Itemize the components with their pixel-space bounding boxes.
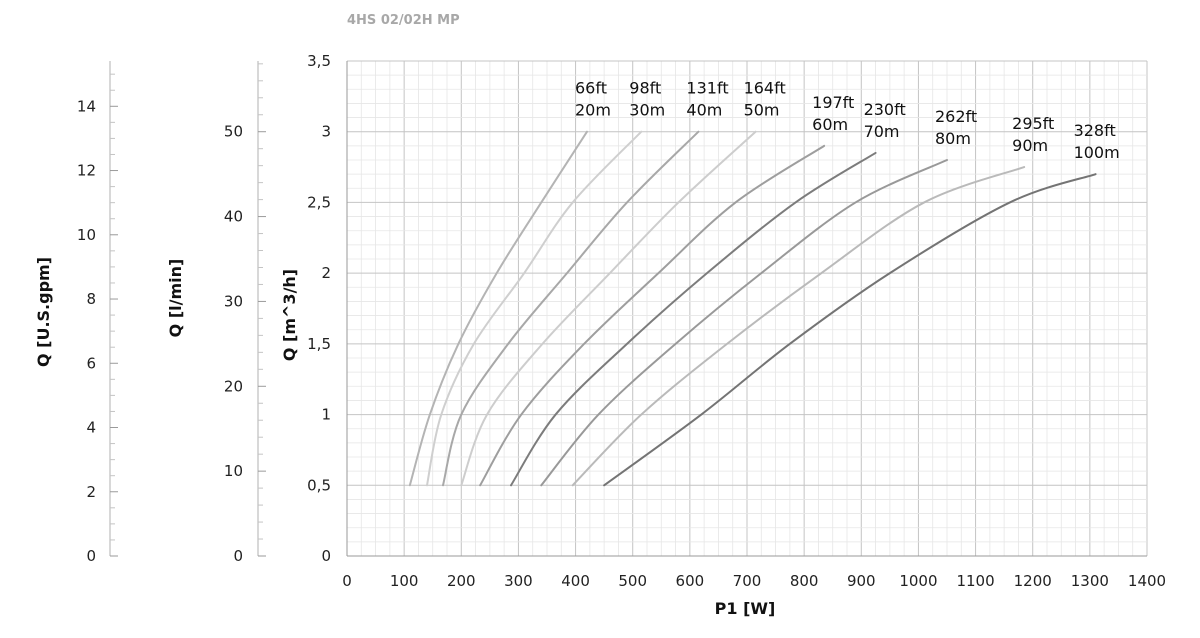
- gpm-tick-label: 2: [86, 483, 96, 501]
- x-tick-label: 400: [561, 572, 590, 590]
- y-axis-title: Q [m^3/h]: [280, 269, 299, 361]
- lmin-tick-label: 30: [224, 292, 243, 310]
- curve-label-m: 60m: [812, 115, 848, 134]
- gpm-tick-label: 10: [77, 226, 96, 244]
- curve-label-m: 80m: [935, 129, 971, 148]
- gpm-tick-label: 12: [77, 162, 96, 180]
- x-tick-label: 1100: [956, 572, 994, 590]
- curve-label-ft: 131ft: [686, 79, 728, 98]
- curve-label-ft: 197ft: [812, 93, 854, 112]
- chart-title: 4HS 02/02H MP: [347, 13, 460, 28]
- curve-label-ft: 262ft: [935, 107, 977, 126]
- x-axis-title: P1 [W]: [715, 599, 776, 618]
- x-tick-labels: 0 100 200 300 400 500 600 700 800 900 1000 1100 1200…: [342, 572, 1166, 590]
- curve-label-m: 70m: [864, 122, 900, 141]
- gpm-axis-title: Q [U.S.gpm]: [34, 257, 53, 367]
- x-tick-label: 1200: [1014, 572, 1052, 590]
- y-tick-label: 2: [321, 264, 331, 282]
- curve-label-ft: 295ft: [1012, 114, 1054, 133]
- x-tick-label: 300: [504, 572, 533, 590]
- gpm-tick-label: 6: [86, 354, 96, 372]
- x-tick-label: 1300: [1071, 572, 1109, 590]
- lmin-axis-title: Q [l/min]: [166, 259, 185, 338]
- x-tick-label: 1400: [1128, 572, 1166, 590]
- gpm-tick-label: 4: [86, 419, 96, 437]
- gpm-tick-label: 8: [86, 290, 96, 308]
- gpm-tick-label: 0: [86, 547, 96, 565]
- x-tick-label: 1000: [899, 572, 937, 590]
- curve-label-m: 30m: [629, 101, 665, 120]
- curve-label-ft: 328ft: [1074, 121, 1116, 140]
- curve-3: [443, 132, 698, 486]
- curve-label-ft: 230ft: [864, 100, 906, 119]
- lmin-tick-label: 50: [224, 123, 243, 141]
- x-tick-label: 500: [618, 572, 647, 590]
- pump-curves: [410, 132, 1096, 486]
- curve-label-m: 50m: [744, 101, 780, 120]
- x-tick-label: 200: [447, 572, 476, 590]
- x-tick-label: 100: [390, 572, 419, 590]
- gpm-tick-label: 14: [77, 97, 96, 115]
- curve-label-ft: 66ft: [575, 79, 607, 98]
- curve-label-m: 40m: [686, 101, 722, 120]
- y-tick-label: 1: [321, 406, 331, 424]
- lmin-tick-label: 10: [224, 462, 243, 480]
- y-tick-labels: 0 0,5 1 1,5 2 2,5 3 3,5: [307, 52, 331, 565]
- gpm-tick-labels: 0 2 4 6 8 10 12 14: [77, 97, 96, 565]
- curve-4: [461, 132, 755, 486]
- lmin-tick-label: 0: [233, 547, 243, 565]
- curve-8: [573, 167, 1024, 485]
- y-tick-label: 0: [321, 547, 331, 565]
- lmin-tick-label: 20: [224, 377, 243, 395]
- x-tick-label: 0: [342, 572, 352, 590]
- x-tick-label: 700: [733, 572, 762, 590]
- y-tick-label: 3,5: [307, 52, 331, 70]
- y-tick-label: 3: [321, 123, 331, 141]
- x-tick-label: 900: [847, 572, 876, 590]
- curve-label-ft: 164ft: [744, 79, 786, 98]
- y-tick-label: 2,5: [307, 193, 331, 211]
- curve-label-m: 90m: [1012, 136, 1048, 155]
- x-tick-label: 800: [790, 572, 819, 590]
- lmin-tick-label: 40: [224, 208, 243, 226]
- curve-label-m: 20m: [575, 101, 611, 120]
- lmin-tick-labels: 0 10 20 30 40 50: [224, 123, 243, 565]
- y-tick-label: 1,5: [307, 335, 331, 353]
- curve-7: [541, 160, 947, 485]
- y-tick-label: 0,5: [307, 476, 331, 494]
- curve-label-m: 100m: [1074, 143, 1120, 162]
- curve-label-ft: 98ft: [629, 79, 661, 98]
- curve-2: [427, 132, 641, 486]
- x-tick-label: 600: [676, 572, 705, 590]
